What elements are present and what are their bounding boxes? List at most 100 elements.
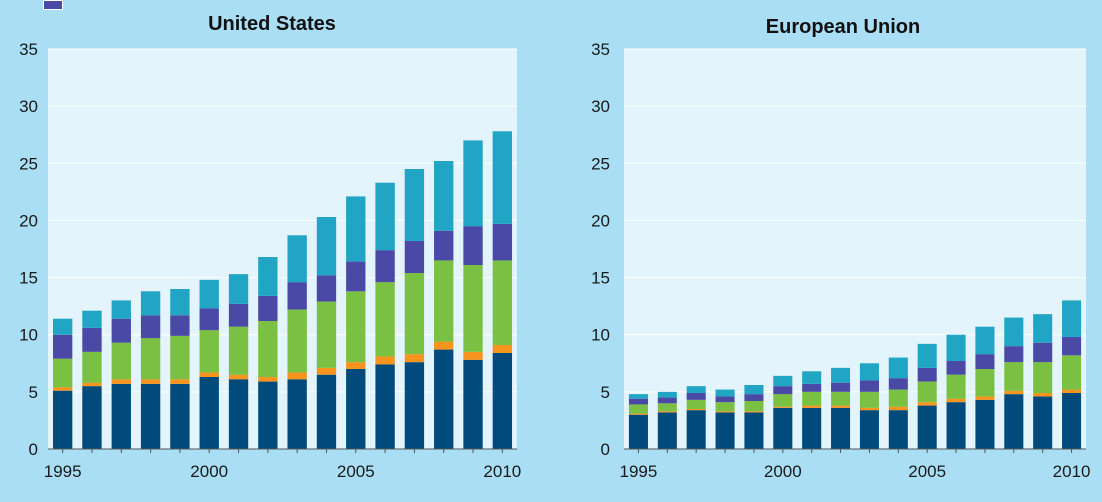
- chart-2-ytick-label: 30: [591, 97, 610, 116]
- chart-1-bar-1997-series-3: [111, 342, 131, 380]
- chart-1-bar-2003-series-4: [287, 282, 307, 310]
- chart-2-bar-2001-series-5: [802, 371, 822, 384]
- chart-2-bar-1996-series-3: [657, 403, 677, 412]
- chart-1-xtick-label: 1995: [44, 462, 82, 481]
- chart-2-bar-2002-series-4: [831, 382, 851, 392]
- chart-2-bar-2000-series-2: [773, 406, 793, 408]
- chart-1-title: United States: [208, 13, 336, 35]
- chart-2-xtick-label: 2010: [1053, 462, 1091, 481]
- chart-2-bar-2007-series-3: [975, 369, 995, 397]
- chart-2-bar-2001-series-3: [802, 391, 822, 406]
- chart-1-bar-2006-series-2: [375, 356, 395, 365]
- chart-1-bar-2008-series-2: [434, 341, 454, 350]
- chart-2-bar-2010-series-2: [1062, 389, 1082, 393]
- chart-2-bar-1998-series-3: [715, 402, 735, 412]
- chart-2-bar-2001-series-4: [802, 383, 822, 392]
- chart-2-ytick-label: 0: [601, 440, 610, 459]
- chart-1-bar-2010-series-2: [492, 345, 513, 353]
- chart-1-bar-1995-series-3: [52, 358, 73, 388]
- chart-2-bar-2004-series-4: [888, 378, 908, 390]
- chart-1-bar-1997-series-1: [111, 383, 131, 449]
- chart-2-ytick-label: 25: [591, 154, 610, 173]
- chart-1-bar-2004-series-2: [316, 367, 337, 375]
- chart-1-bar-2003-series-5: [287, 235, 307, 283]
- chart-1-bar-2009-series-2: [463, 351, 483, 360]
- chart-2-bar-2005-series-4: [917, 367, 937, 382]
- chart-2-bar-1999-series-5: [744, 385, 764, 395]
- chart-1-bar-2001-series-5: [228, 274, 249, 304]
- chart-2-bar-2003-series-3: [859, 391, 879, 408]
- chart-1-xtick-label: 2010: [483, 462, 521, 481]
- chart-2-bar-1997-series-5: [686, 386, 706, 393]
- chart-2-bar-2000-series-4: [773, 386, 793, 395]
- chart-2-ytick-label: 20: [591, 211, 610, 230]
- chart-2-bar-2010-series-4: [1062, 337, 1082, 356]
- chart-2-bar-1997-series-2: [686, 409, 706, 411]
- chart-2-bar-2008-series-3: [1004, 362, 1024, 391]
- chart-2-bar-2002-series-5: [831, 367, 851, 383]
- chart-1-bar-2002-series-3: [258, 321, 278, 377]
- chart-1-bar-2002-series-4: [258, 295, 278, 321]
- chart-2-bar-2005-series-2: [917, 402, 937, 406]
- chart-1-bar-2000-series-5: [199, 279, 219, 309]
- chart-1-bar-1998-series-4: [140, 315, 161, 339]
- chart-2-bar-2001-series-1: [802, 407, 822, 449]
- chart-2-bar-1995-series-2: [628, 413, 648, 415]
- chart-1-bar-2010-series-1: [492, 353, 513, 449]
- chart-2-bar-2003-series-2: [859, 407, 879, 411]
- chart-1-ytick-label: 25: [19, 154, 38, 173]
- chart-1-bar-2000-series-1: [199, 377, 219, 449]
- chart-2-bar-2008-series-5: [1004, 317, 1024, 347]
- chart-1-ytick-label: 15: [19, 269, 38, 288]
- chart-2-bar-2008-series-2: [1004, 390, 1024, 395]
- chart-1-bar-2010-series-4: [492, 223, 513, 261]
- chart-2-title: European Union: [766, 16, 920, 38]
- chart-2-bar-1997-series-3: [686, 399, 706, 409]
- chart-2-bar-1996-series-1: [657, 412, 677, 449]
- chart-2-bar-2006-series-5: [946, 334, 966, 361]
- chart-2-bar-1997-series-4: [686, 393, 706, 400]
- chart-1-bar-1996-series-5: [82, 310, 102, 328]
- chart-1-bar-2002-series-2: [258, 377, 278, 382]
- chart-1-bar-1997-series-2: [111, 379, 131, 384]
- chart-1-bar-2000-series-3: [199, 330, 219, 373]
- chart-2-bar-1999-series-3: [744, 401, 764, 412]
- chart-2-ytick-label: 10: [591, 326, 610, 345]
- chart-2-bar-2007-series-5: [975, 326, 995, 355]
- chart-1-bar-2010-series-5: [492, 131, 513, 224]
- chart-2-bar-2008-series-4: [1004, 346, 1024, 363]
- chart-1-bar-2004-series-3: [316, 301, 337, 368]
- chart-1-bar-2010-series-3: [492, 260, 513, 345]
- chart-1-bar-2009-series-3: [463, 265, 483, 352]
- chart-1-bar-2007-series-5: [404, 169, 425, 241]
- chart-2-bar-1995-series-3: [628, 404, 648, 414]
- chart-1-ytick-label: 30: [19, 97, 38, 116]
- chart-1-bar-2000-series-4: [199, 308, 219, 331]
- chart-1-bar-1996-series-4: [82, 327, 102, 352]
- chart-1-ytick-label: 5: [29, 383, 38, 402]
- chart-2-bar-2004-series-3: [888, 389, 908, 407]
- chart-2-bar-1996-series-2: [657, 411, 677, 413]
- chart-2-bar-2008-series-1: [1004, 394, 1024, 449]
- chart-1-bar-2009-series-5: [463, 140, 483, 227]
- chart-2-bar-2010-series-3: [1062, 355, 1082, 390]
- chart-2-bar-1996-series-4: [657, 397, 677, 404]
- chart-2-bar-1998-series-5: [715, 389, 735, 397]
- chart-1-bar-2008-series-1: [434, 349, 454, 449]
- chart-1-bar-1999-series-1: [170, 383, 190, 449]
- chart-1-bar-2006-series-5: [375, 182, 395, 251]
- chart-2-bar-2005-series-1: [917, 405, 937, 449]
- chart-2-bar-1998-series-2: [715, 411, 735, 413]
- chart-1-bar-2001-series-4: [228, 303, 249, 327]
- chart-2-bar-2006-series-4: [946, 361, 966, 375]
- legend-swatch-series-4: [43, 0, 63, 10]
- chart-2-bar-2007-series-4: [975, 354, 995, 369]
- chart-2-bar-2003-series-5: [859, 363, 879, 381]
- chart-1-bar-2004-series-1: [316, 374, 337, 449]
- chart-1-bar-1999-series-3: [170, 335, 190, 380]
- chart-2-bar-2003-series-4: [859, 380, 879, 392]
- chart-2-bar-2004-series-1: [888, 410, 908, 449]
- chart-2-bar-2006-series-1: [946, 402, 966, 449]
- chart-1-bar-1998-series-2: [140, 379, 161, 384]
